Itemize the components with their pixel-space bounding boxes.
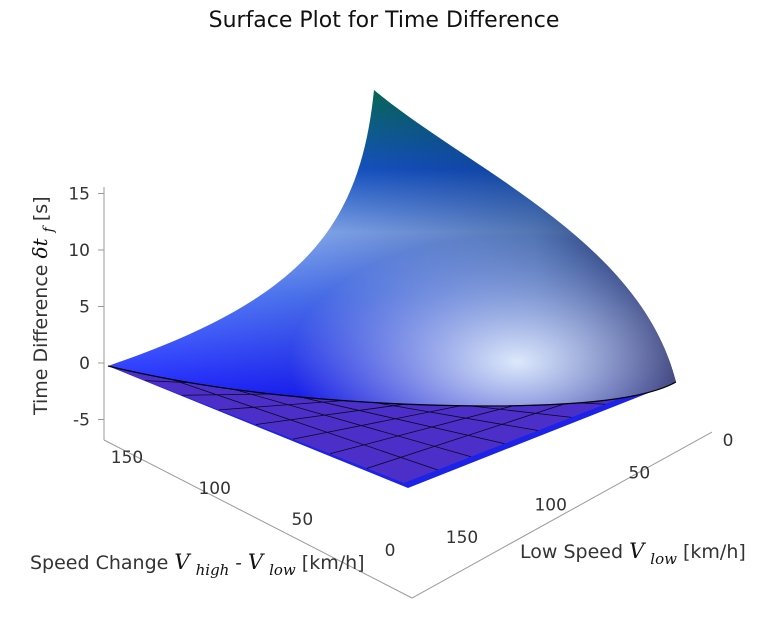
x-axis-label-prefix: Low Speed: [520, 541, 629, 563]
z-axis-label-var: δt: [28, 237, 52, 258]
y-axis-label-var2: V: [248, 550, 265, 574]
y-axis-label-sub1: high: [196, 561, 230, 579]
z-axis-label: Time Difference δt f [s]: [28, 196, 58, 416]
x-axis-label-unit: [km/h]: [683, 541, 746, 563]
z-tick-label: 5: [79, 298, 90, 318]
z-tick-label: 0: [79, 354, 90, 374]
y-tick-labels: 0 50 100 150: [111, 448, 396, 561]
y-tick-label: 50: [292, 510, 314, 530]
chart-title: Surface Plot for Time Difference: [209, 8, 560, 33]
x-tick-label: 50: [629, 463, 651, 483]
surface-intersection-line: [107, 365, 677, 407]
z-axis-label-unit: [s]: [30, 196, 52, 221]
y-tick-label: 100: [198, 479, 230, 499]
x-axis-label-var: V: [629, 539, 646, 563]
x-tick-label: 100: [534, 496, 566, 516]
y-tick-label: 0: [385, 541, 396, 561]
x-tick-labels: 0 50 100 150: [446, 431, 734, 548]
x-axis-label-sub: low: [650, 550, 677, 568]
zero-plane: [108, 366, 672, 483]
x-tick-label: 150: [446, 528, 478, 548]
z-tick-labels: -5 0 5 10 15: [68, 185, 104, 431]
z-tick-label: 15: [68, 185, 90, 205]
y-axis-label-unit: [km/h]: [302, 552, 365, 574]
surface-group: [107, 90, 677, 488]
y-axis-label-dash: -: [235, 552, 241, 574]
y-tick-label: 150: [111, 448, 143, 468]
y-axis-label-var1: V: [174, 550, 191, 574]
surface-highlight: [108, 90, 676, 406]
y-axis-line: [103, 439, 413, 599]
z-axis-label-prefix: Time Difference: [30, 258, 52, 416]
x-axis-label: Low Speed V low [km/h]: [520, 539, 746, 569]
x-tick-label: 0: [723, 431, 734, 451]
y-axis-label-prefix: Speed Change: [30, 552, 174, 574]
z-tick-label: 10: [68, 241, 90, 261]
z-tick-label: -5: [73, 411, 90, 431]
axis-frame: [103, 187, 713, 599]
z-axis-label-sub: f: [41, 224, 57, 233]
x-axis-line: [411, 431, 713, 599]
y-axis-label: Speed Change V high - V low [km/h]: [30, 550, 365, 580]
y-axis-label-sub2: low: [269, 561, 296, 579]
